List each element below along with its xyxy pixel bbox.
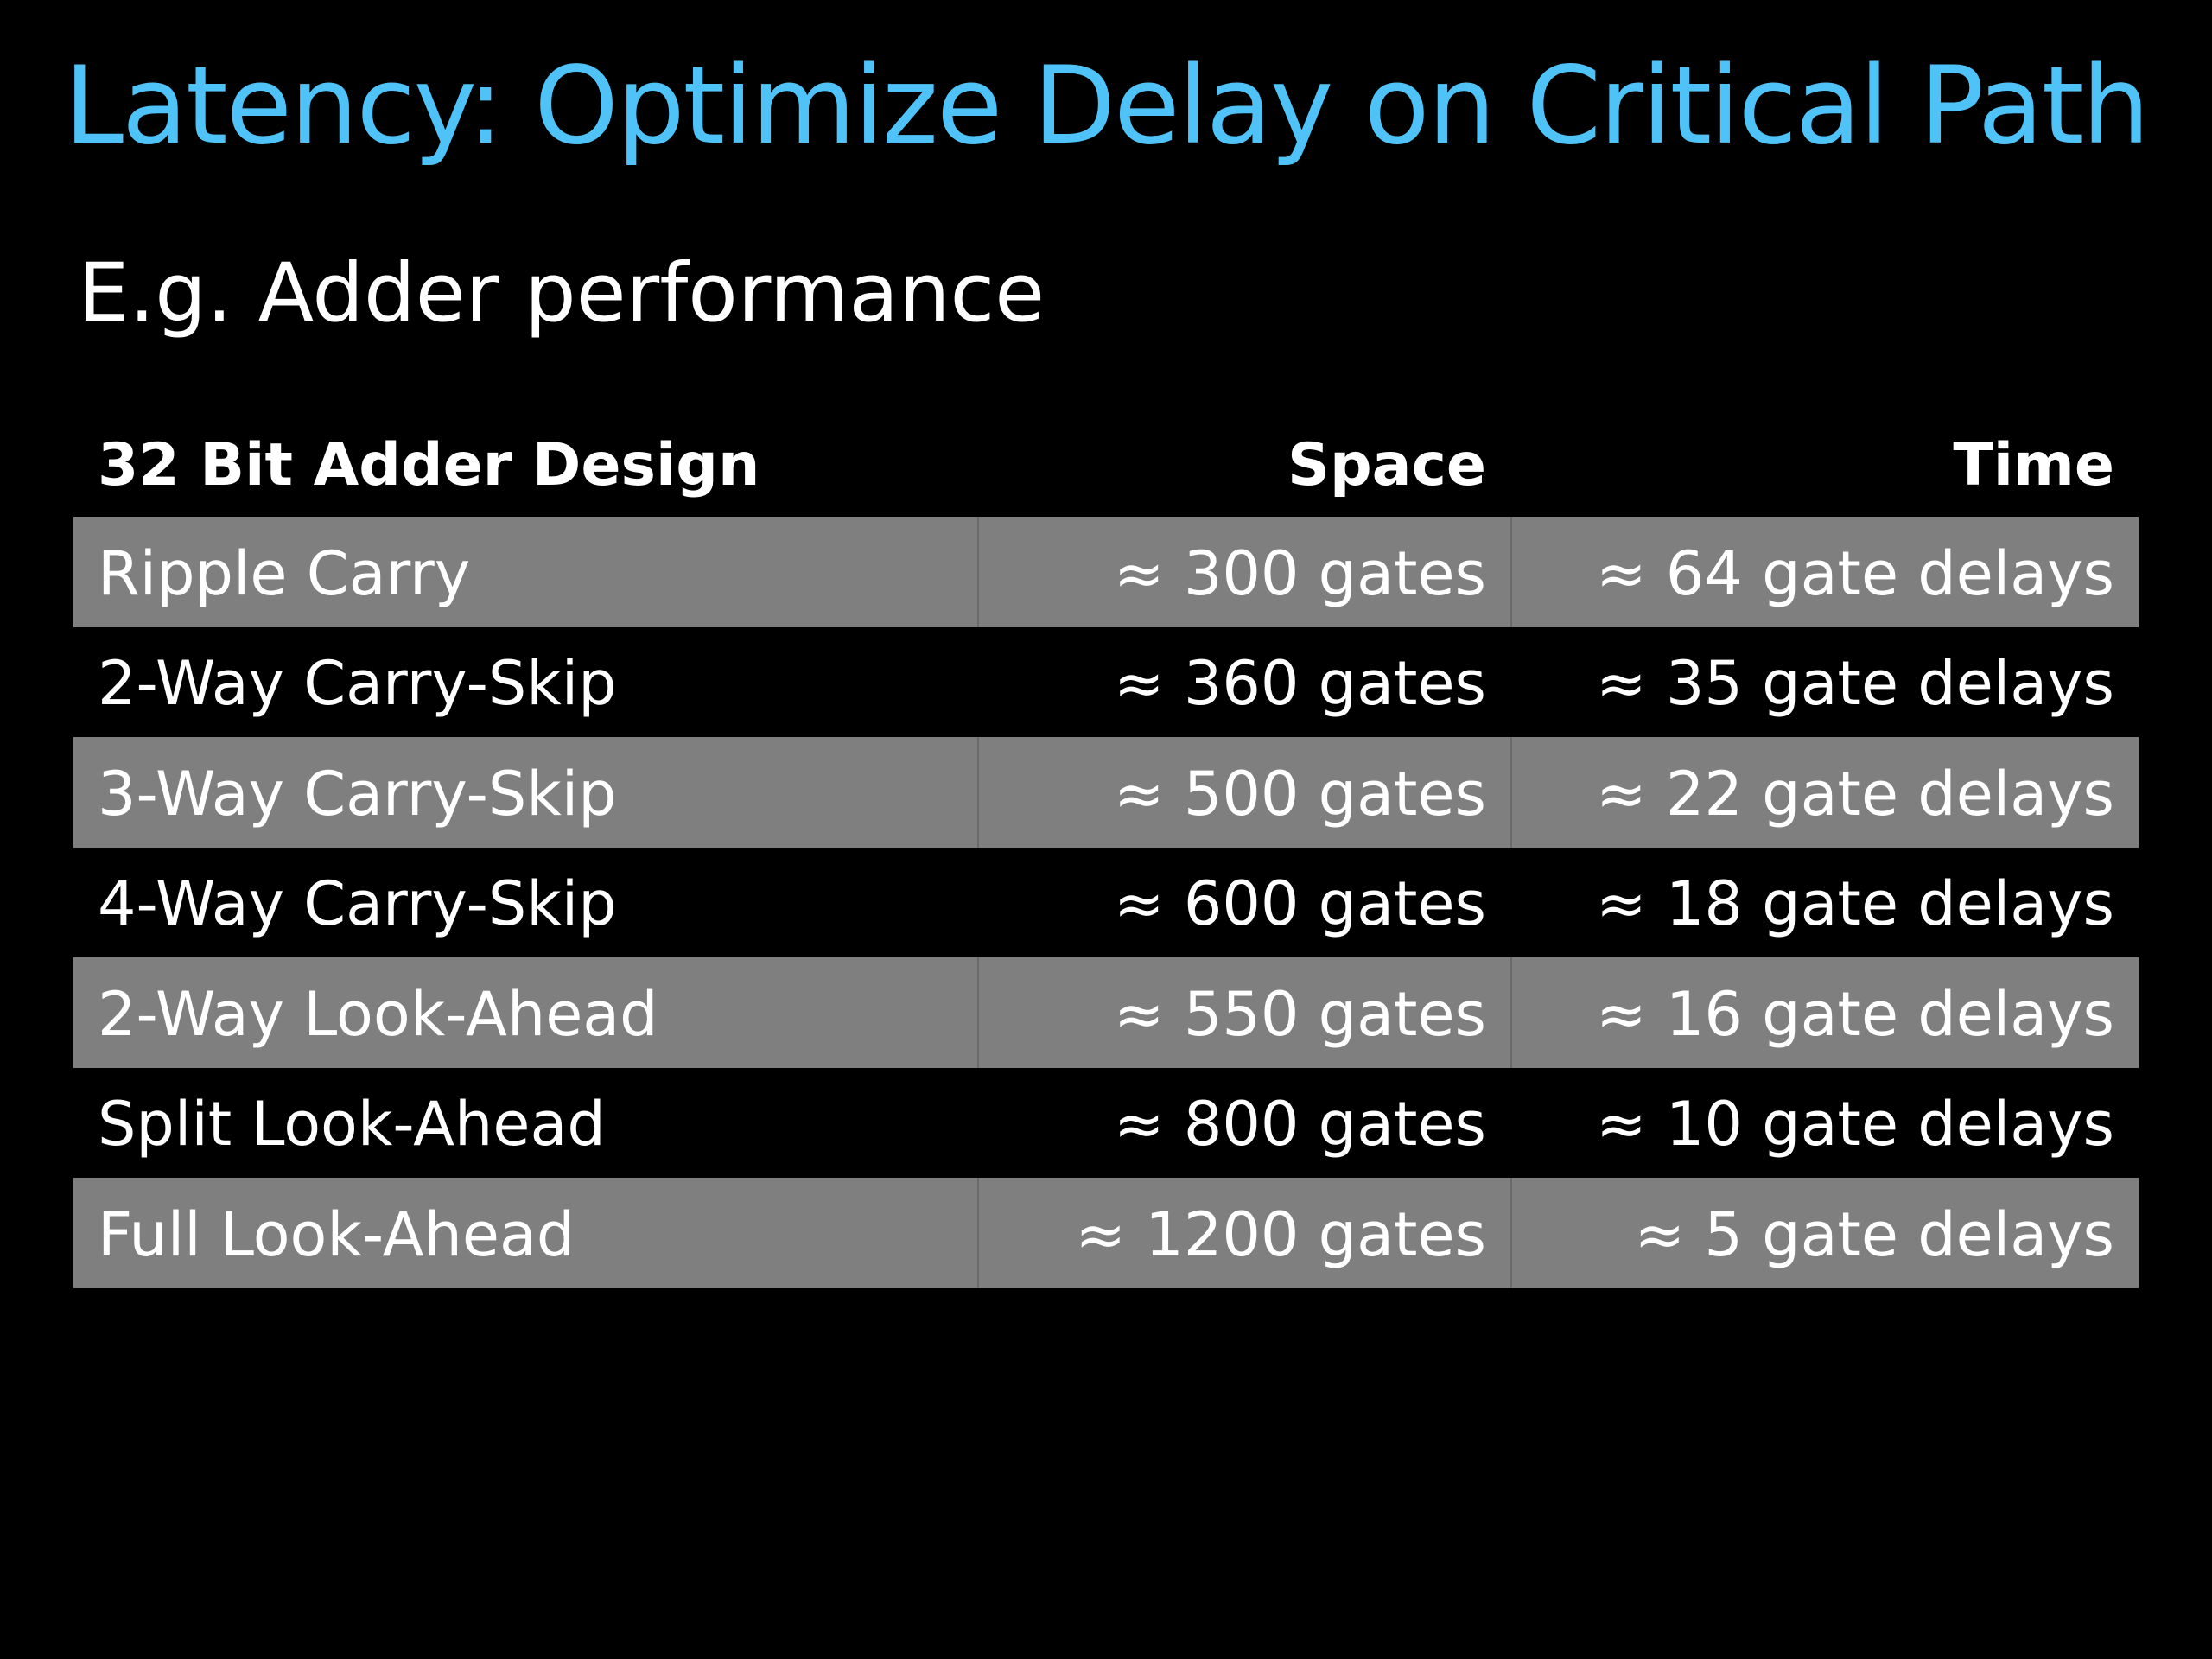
time-cell: ≈ 18 gate delays — [1595, 868, 2114, 940]
space-cell: ≈ 360 gates — [1113, 648, 1486, 720]
time-cell: ≈ 64 gate delays — [1510, 517, 2139, 627]
table-row: Ripple Carry ≈ 300 gates ≈ 64 gate delay… — [73, 517, 2139, 627]
table-row: Full Look-Ahead ≈ 1200 gates ≈ 5 gate de… — [73, 1178, 2139, 1288]
table-row: 2-Way Carry-Skip ≈ 360 gates ≈ 35 gate d… — [73, 627, 2139, 738]
design-cell: Ripple Carry — [98, 537, 471, 609]
table-row: 4-Way Carry-Skip ≈ 600 gates ≈ 18 gate d… — [73, 848, 2139, 958]
space-cell: ≈ 500 gates — [977, 737, 1510, 848]
space-cell: ≈ 800 gates — [1113, 1089, 1486, 1160]
header-space: Space — [1287, 430, 1486, 499]
space-cell: ≈ 600 gates — [1113, 868, 1486, 940]
slide-subtitle: E.g. Adder performance — [78, 246, 1046, 340]
space-cell: ≈ 1200 gates — [977, 1178, 1510, 1288]
time-cell: ≈ 35 gate delays — [1595, 648, 2114, 720]
design-cell: Full Look-Ahead — [98, 1198, 575, 1270]
space-cell: ≈ 550 gates — [977, 957, 1510, 1068]
time-cell: ≈ 16 gate delays — [1510, 957, 2139, 1068]
space-cell: ≈ 300 gates — [977, 517, 1510, 627]
table-header-row: 32 Bit Adder Design Space Time — [73, 406, 2139, 517]
table-row: Split Look-Ahead ≈ 800 gates ≈ 10 gate d… — [73, 1068, 2139, 1179]
slide-title: Latency: Optimize Delay on Critical Path — [63, 44, 2150, 168]
table-row: 3-Way Carry-Skip ≈ 500 gates ≈ 22 gate d… — [73, 737, 2139, 848]
table-row: 2-Way Look-Ahead ≈ 550 gates ≈ 16 gate d… — [73, 957, 2139, 1068]
header-design: 32 Bit Adder Design — [98, 430, 760, 499]
time-cell: ≈ 22 gate delays — [1510, 737, 2139, 848]
design-cell: Split Look-Ahead — [98, 1089, 606, 1160]
design-cell: 2-Way Carry-Skip — [98, 648, 617, 720]
design-cell: 3-Way Carry-Skip — [98, 758, 617, 830]
design-cell: 4-Way Carry-Skip — [98, 868, 617, 940]
header-time: Time — [1953, 430, 2114, 499]
adder-performance-table: 32 Bit Adder Design Space Time Ripple Ca… — [73, 406, 2139, 1288]
time-cell: ≈ 10 gate delays — [1595, 1089, 2114, 1160]
time-cell: ≈ 5 gate delays — [1510, 1178, 2139, 1288]
design-cell: 2-Way Look-Ahead — [98, 978, 658, 1050]
